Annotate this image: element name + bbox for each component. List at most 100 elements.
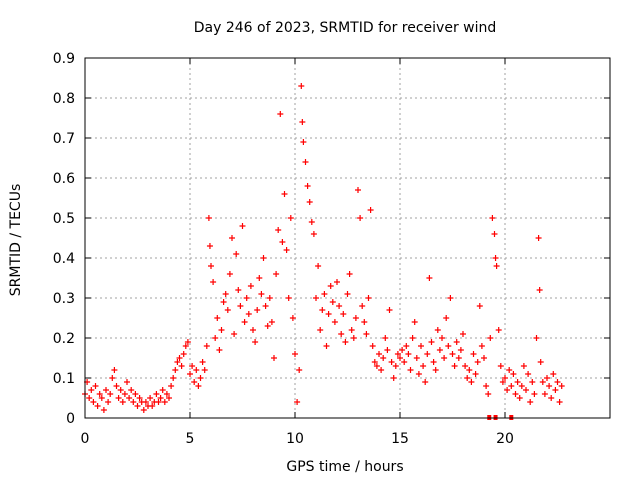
data-point [523,387,529,393]
y-tick-label: 0.4 [53,251,75,267]
data-point [357,215,364,221]
data-point [201,367,208,373]
data-point [407,367,414,373]
data-point [399,347,406,353]
data-point [321,291,328,297]
data-point [378,367,385,373]
data-point [466,367,473,373]
data-point [426,275,433,281]
data-point [302,159,309,165]
data-point [231,331,238,337]
data-point [184,339,191,345]
data-point [373,363,380,369]
data-point [510,371,517,377]
data-point [308,219,315,225]
data-point [306,199,313,205]
data-point [294,399,301,405]
data-point [235,287,242,293]
data-point [268,319,275,325]
data-point [502,375,508,381]
data-point [296,367,303,373]
data-point [250,327,256,333]
data-point [273,271,280,277]
data-point [350,335,357,341]
data-point [157,395,164,401]
data-point [109,375,116,381]
data-point [535,235,542,241]
data-point [275,227,282,233]
data-point [531,391,538,397]
data-point [103,387,109,393]
chart-title: Day 246 of 2023, SRMTID for receiver win… [194,20,497,36]
data-point [371,359,378,365]
data-point [100,407,107,413]
data-point [233,251,240,257]
data-point [537,359,544,365]
data-point [266,295,273,301]
y-tick-label: 0.9 [53,51,75,67]
data-point [415,371,422,377]
data-point [520,363,527,369]
data-point [390,375,397,381]
data-point [205,215,212,221]
data-point [96,391,103,397]
data-point [172,367,179,373]
data-point [367,207,374,213]
data-point [361,319,368,325]
data-point [363,331,370,337]
data-point [392,363,399,369]
y-tick-label: 0.5 [53,211,75,227]
data-point [493,263,500,269]
data-point [462,363,469,369]
data-point [342,339,349,345]
data-point [499,379,506,385]
data-point [111,367,118,373]
data-point [187,371,193,377]
data-point [315,263,322,269]
data-point [331,319,338,325]
data-point [220,299,227,305]
data-point [413,355,420,361]
data-point [487,335,494,341]
data-point [476,303,483,309]
data-point [178,363,185,369]
data-point [313,295,319,301]
data-point [126,395,133,401]
data-point [558,383,565,389]
data-point [166,395,172,401]
x-tick-label: 5 [186,431,195,447]
data-point [174,359,181,365]
data-point [155,399,162,405]
data-point [329,299,336,305]
data-point [243,295,250,301]
data-point [208,263,214,269]
data-point [470,351,477,357]
data-point [489,215,496,221]
data-point [153,391,160,397]
y-tick-label: 0.8 [53,91,75,107]
data-point [472,371,479,377]
y-tick-label: 0.3 [53,291,75,307]
data-point [206,243,213,249]
data-point [323,343,330,349]
data-point [336,303,343,309]
data-point [132,391,139,397]
data-point [176,355,183,361]
data-point [107,391,114,397]
data-point [504,387,511,393]
data-point [544,375,550,381]
data-point [159,387,166,393]
data-point [117,387,124,393]
grid [85,58,610,418]
data-point [182,343,189,349]
data-point [359,303,366,309]
data-point [189,363,196,369]
data-point [224,307,231,313]
x-axis-label: GPS time / hours [286,459,403,475]
data-point [247,283,254,289]
data-point [554,379,561,385]
data-point [491,231,498,237]
data-point [134,403,141,409]
data-point [260,255,267,261]
